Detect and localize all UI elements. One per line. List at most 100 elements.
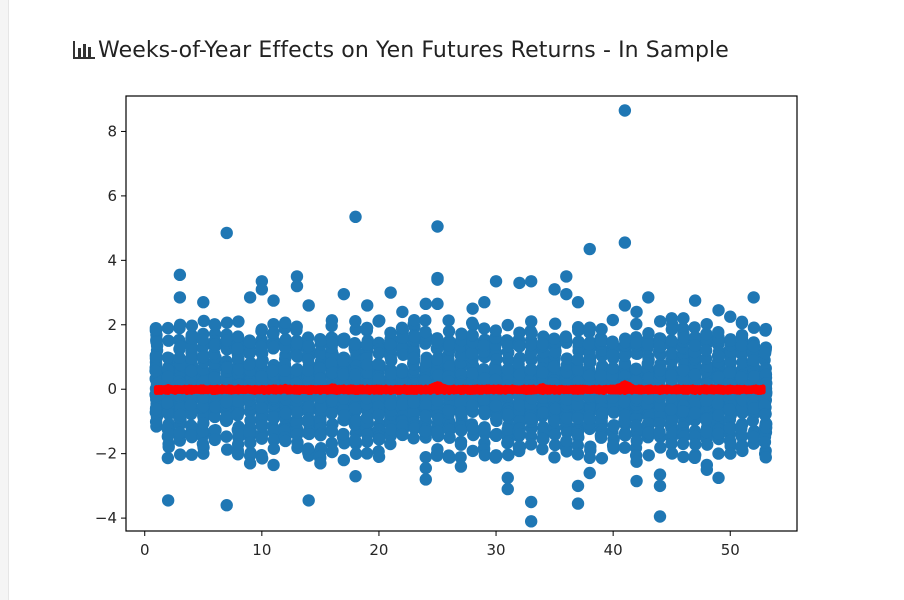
blue-point xyxy=(161,351,175,364)
blue-point xyxy=(724,447,737,460)
blue-point xyxy=(618,441,631,454)
blue-point xyxy=(513,440,527,454)
blue-point xyxy=(337,355,350,368)
blue-point xyxy=(653,425,666,439)
blue-point xyxy=(208,433,221,447)
blue-point xyxy=(408,422,421,435)
blue-point xyxy=(630,336,643,350)
blue-point xyxy=(489,399,503,412)
blue-point xyxy=(231,408,244,422)
blue-outlier-point xyxy=(384,286,397,299)
blue-outlier-point xyxy=(630,305,643,319)
blue-point xyxy=(501,363,514,376)
blue-point xyxy=(231,342,244,355)
blue-point xyxy=(536,337,549,351)
blue-point xyxy=(466,328,479,342)
blue-point xyxy=(220,430,233,443)
blue-point xyxy=(255,401,268,414)
blue-point xyxy=(489,373,502,387)
blue-point xyxy=(465,366,479,380)
blue-point xyxy=(255,419,269,433)
blue-point xyxy=(595,406,609,420)
blue-point xyxy=(314,400,328,414)
blue-point xyxy=(314,429,327,442)
blue-point xyxy=(688,406,702,420)
blue-point xyxy=(314,372,327,385)
blue-point xyxy=(419,325,432,339)
blue-point xyxy=(524,438,538,451)
blue-point xyxy=(302,364,315,377)
y-tick-label: 0 xyxy=(107,380,117,398)
blue-outlier-point xyxy=(724,310,737,323)
blue-point xyxy=(384,397,397,411)
blue-point xyxy=(443,338,456,352)
blue-outlier-point xyxy=(489,275,503,288)
blue-outlier-point xyxy=(712,471,725,485)
blue-point xyxy=(174,408,187,422)
blue-outlier-point xyxy=(618,299,632,312)
blue-point xyxy=(372,408,385,422)
blue-point xyxy=(208,318,221,331)
blue-point xyxy=(150,335,163,349)
blue-point xyxy=(326,366,339,380)
blue-outlier-point xyxy=(524,275,538,288)
blue-point xyxy=(712,325,725,339)
blue-outlier-point xyxy=(431,297,444,311)
blue-point xyxy=(455,424,468,437)
blue-point xyxy=(255,340,268,354)
blue-point xyxy=(360,338,374,351)
blue-point xyxy=(161,321,175,335)
blue-point xyxy=(395,321,409,335)
blue-point xyxy=(350,414,363,428)
blue-point xyxy=(361,358,374,371)
blue-point xyxy=(478,405,491,418)
blue-point xyxy=(396,331,409,344)
blue-point xyxy=(465,347,479,360)
blue-outlier-point xyxy=(630,474,643,488)
x-tick-label: 0 xyxy=(140,541,150,559)
blue-point xyxy=(582,337,596,351)
blue-point xyxy=(547,360,561,373)
blue-outlier-point xyxy=(197,296,210,309)
blue-point xyxy=(583,412,596,426)
blue-outlier-point xyxy=(220,499,233,512)
blue-point xyxy=(501,408,515,421)
blue-point xyxy=(384,367,398,381)
blue-point xyxy=(723,354,737,368)
blue-point xyxy=(560,434,573,448)
blue-outlier-point xyxy=(454,460,468,473)
blue-point xyxy=(372,450,386,464)
blue-point xyxy=(418,374,432,388)
blue-point xyxy=(279,407,293,420)
blue-point xyxy=(560,411,574,425)
blue-point xyxy=(723,403,736,416)
blue-point xyxy=(688,451,701,465)
blue-point xyxy=(758,346,772,360)
blue-point xyxy=(618,409,632,422)
blue-outlier-point xyxy=(290,270,304,283)
blue-outlier-point xyxy=(243,291,257,304)
blue-point xyxy=(736,356,749,369)
blue-point xyxy=(513,368,527,381)
blue-point xyxy=(173,426,186,440)
blue-outlier-point xyxy=(349,470,362,483)
blue-point xyxy=(325,407,338,420)
blue-point xyxy=(677,331,691,345)
blue-outlier-point xyxy=(173,268,187,282)
blue-point xyxy=(302,340,315,353)
blue-point xyxy=(232,427,245,441)
blue-outlier-point xyxy=(349,210,362,224)
blue-point xyxy=(711,397,725,410)
blue-point xyxy=(712,447,725,460)
blue-point xyxy=(665,369,678,382)
blue-point xyxy=(255,432,269,445)
blue-point xyxy=(454,451,467,464)
blue-point xyxy=(162,334,175,347)
blue-point xyxy=(372,372,385,386)
blue-point xyxy=(501,339,515,353)
blue-point xyxy=(197,417,210,430)
blue-point xyxy=(431,333,444,346)
blue-point xyxy=(735,440,748,454)
blue-point xyxy=(361,411,374,425)
blue-point xyxy=(700,327,713,341)
